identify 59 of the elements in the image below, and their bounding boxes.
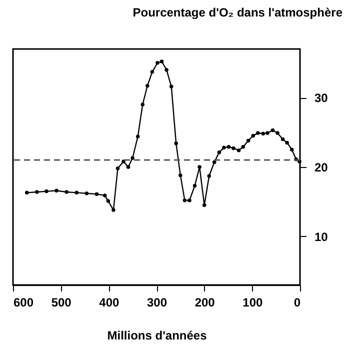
point bbox=[146, 84, 150, 88]
point bbox=[64, 190, 68, 194]
x-tick-label: 200 bbox=[194, 296, 216, 310]
point bbox=[266, 131, 270, 135]
point bbox=[35, 190, 39, 194]
point bbox=[160, 60, 164, 64]
point bbox=[130, 156, 134, 160]
point bbox=[122, 160, 126, 164]
x-tick-label: 300 bbox=[146, 296, 168, 310]
x-tick-label: 0 bbox=[294, 296, 301, 310]
point bbox=[270, 128, 275, 132]
point bbox=[226, 145, 231, 149]
point bbox=[192, 184, 197, 188]
x-axis-title: Millions d'années bbox=[107, 328, 208, 342]
point bbox=[178, 173, 182, 178]
point bbox=[116, 166, 120, 170]
x-tick-label: 500 bbox=[51, 296, 72, 310]
point bbox=[102, 194, 107, 198]
point bbox=[150, 70, 154, 74]
point bbox=[232, 146, 236, 150]
point bbox=[222, 146, 226, 150]
y-axis-title: Pourcentage d'O₂ dans l'atmosphère bbox=[132, 6, 343, 20]
point bbox=[156, 61, 160, 65]
point bbox=[207, 174, 211, 178]
point bbox=[106, 199, 110, 203]
point bbox=[202, 203, 206, 208]
point bbox=[285, 140, 289, 145]
point bbox=[84, 192, 89, 196]
point bbox=[25, 190, 29, 195]
point bbox=[44, 189, 48, 194]
point bbox=[280, 137, 285, 142]
point bbox=[246, 138, 250, 142]
point bbox=[290, 148, 294, 152]
point bbox=[169, 84, 174, 88]
point bbox=[112, 208, 116, 212]
point bbox=[198, 165, 202, 169]
point bbox=[261, 132, 266, 136]
point bbox=[182, 198, 187, 202]
y-tick-label: 10 bbox=[314, 230, 328, 244]
point bbox=[126, 165, 130, 169]
x-tick-label: 400 bbox=[99, 296, 120, 310]
y-tick-label: 30 bbox=[314, 91, 328, 106]
point bbox=[241, 145, 245, 149]
x-tick-label: 100 bbox=[242, 296, 263, 310]
point bbox=[236, 148, 241, 152]
point bbox=[174, 142, 178, 146]
y-tick-label: 20 bbox=[314, 160, 328, 174]
x-tick-label: 600 bbox=[14, 296, 34, 310]
point bbox=[251, 134, 255, 138]
point bbox=[217, 150, 222, 154]
point bbox=[276, 131, 280, 135]
point bbox=[140, 102, 144, 106]
point bbox=[54, 188, 58, 192]
point bbox=[256, 131, 260, 135]
point bbox=[94, 192, 99, 196]
point bbox=[188, 198, 192, 202]
point bbox=[164, 68, 168, 72]
point bbox=[74, 190, 78, 195]
point bbox=[136, 134, 140, 138]
